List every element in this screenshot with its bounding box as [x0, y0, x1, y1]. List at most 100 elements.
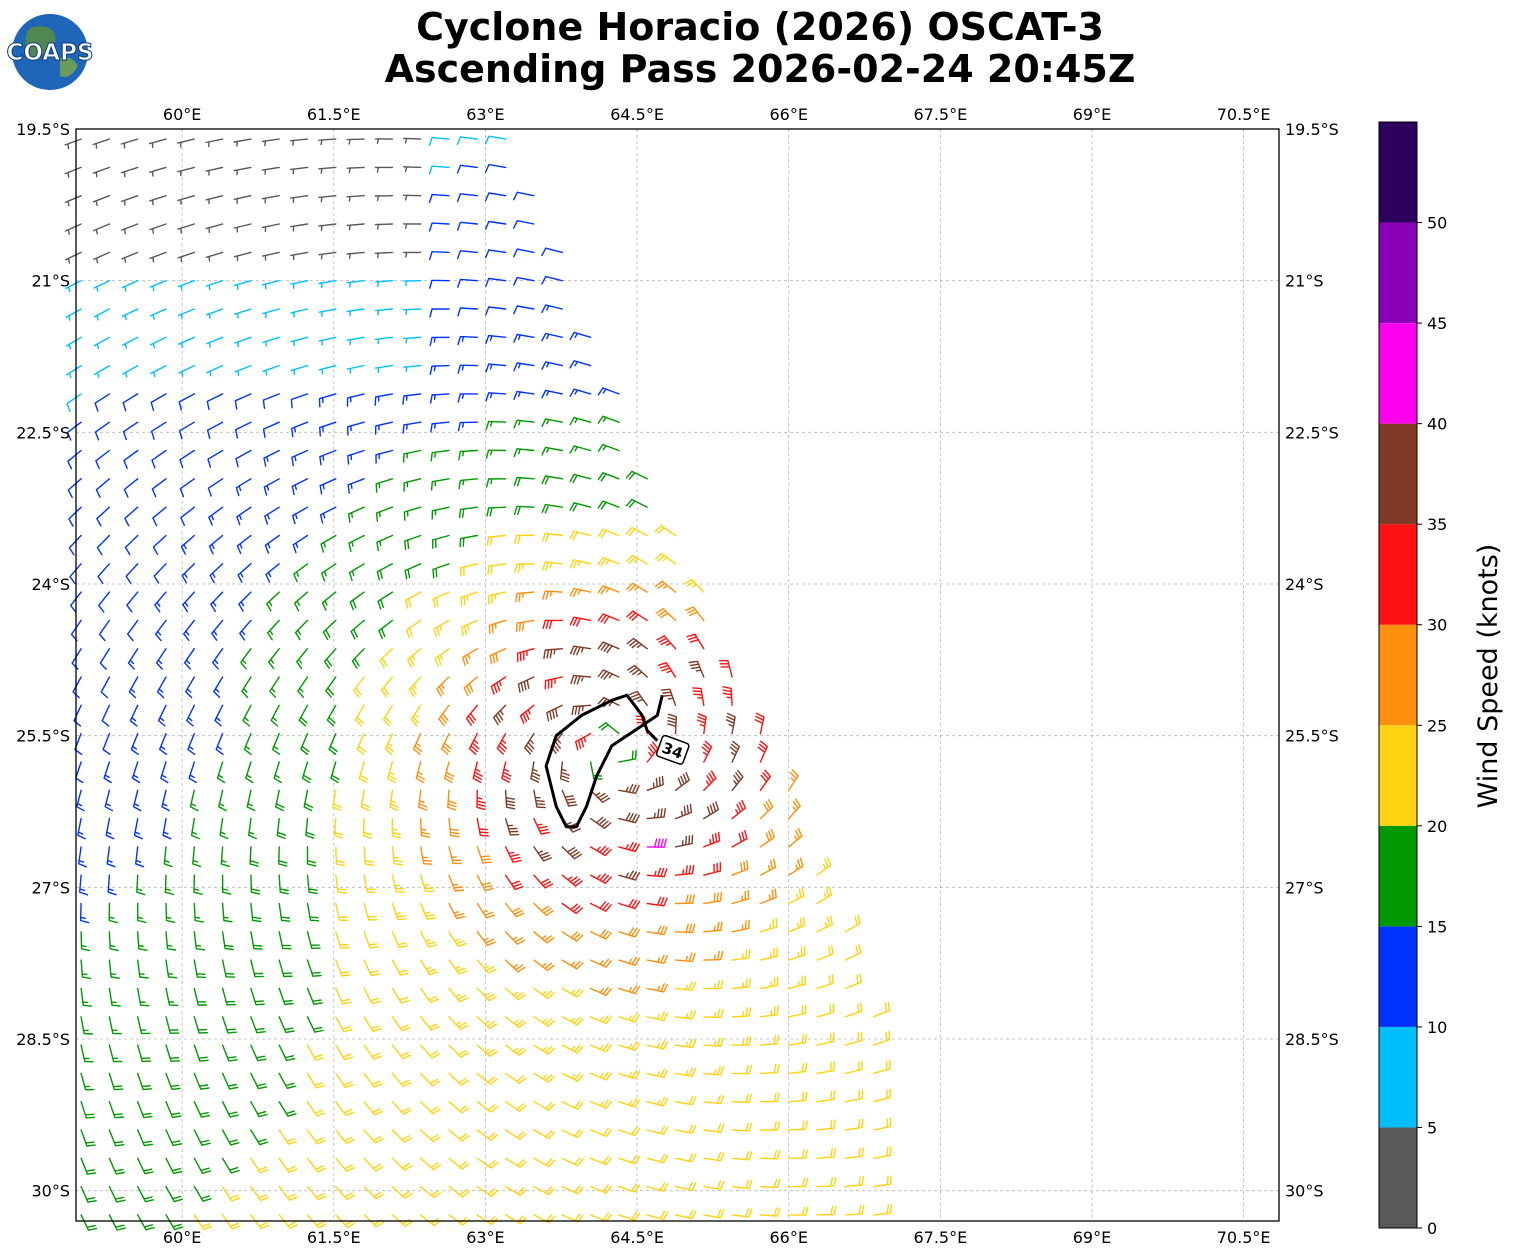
wind-barb	[541, 361, 563, 370]
wind-barb	[618, 1098, 641, 1108]
wind-barb	[165, 1101, 182, 1119]
wind-barb	[318, 336, 337, 346]
lat-tick-label-right: 28.5°S	[1285, 1030, 1339, 1049]
wind-barb	[64, 138, 82, 150]
wind-barb	[465, 704, 478, 726]
wind-barb	[618, 1126, 641, 1137]
lon-tick-label-top: 67.5°E	[913, 105, 967, 124]
wind-barb	[759, 1005, 779, 1018]
wind-barb	[484, 163, 507, 173]
wind-barb	[293, 563, 309, 583]
wind-barb	[674, 1181, 697, 1191]
wind-barb	[431, 534, 450, 549]
wind-barb	[618, 812, 640, 824]
lon-tick-label-bottom: 63°E	[466, 1228, 504, 1247]
wind-barb	[155, 648, 167, 670]
wind-barb	[674, 923, 696, 934]
wind-barb	[589, 873, 612, 884]
wind-barb	[456, 221, 478, 231]
wind-barb	[674, 864, 695, 876]
wind-barb	[92, 166, 111, 178]
wind-barb	[335, 1101, 355, 1117]
wind-barb	[703, 1180, 725, 1190]
wind-barb	[703, 979, 724, 990]
wind-barb	[589, 1043, 612, 1053]
wind-barb	[363, 846, 375, 866]
wind-barb	[448, 1044, 469, 1058]
wind-barb	[674, 1095, 697, 1106]
wind-barb	[415, 761, 425, 784]
wind-barb	[759, 1121, 781, 1131]
wind-barb	[561, 1185, 584, 1195]
wind-barb	[541, 561, 563, 571]
wind-barb	[193, 959, 207, 979]
lon-tick-label-top: 63°E	[466, 105, 504, 124]
wind-barb	[349, 591, 365, 611]
wind-barb	[165, 1185, 183, 1203]
wind-barb	[346, 364, 365, 374]
wind-barb	[754, 712, 765, 735]
wind-barb	[589, 1212, 612, 1222]
wind-barb	[618, 841, 640, 853]
wind-barb	[80, 1044, 94, 1063]
colorbar-tick-label: 40	[1427, 415, 1447, 434]
wind-barb	[404, 534, 422, 551]
wind-barb	[430, 478, 450, 491]
wind-barb	[318, 393, 337, 408]
wind-barb	[149, 251, 167, 263]
wind-barb	[403, 166, 422, 173]
wind-barb	[363, 874, 376, 894]
wind-barb	[165, 902, 176, 923]
logo-text: COAPS	[6, 40, 93, 66]
wind-barb	[463, 676, 478, 696]
wind-barb	[872, 1059, 891, 1075]
wind-barb	[262, 280, 280, 290]
wind-barb	[533, 1101, 556, 1111]
wind-barb	[346, 223, 365, 231]
wind-barb	[80, 1129, 96, 1147]
wind-barb	[618, 1070, 641, 1080]
wind-barb	[137, 959, 149, 979]
wind-barb	[121, 308, 139, 321]
wind-barb	[533, 931, 555, 944]
wind-barb	[193, 902, 204, 923]
wind-barb	[205, 251, 224, 262]
wind-barb	[541, 247, 563, 257]
wind-barb	[429, 308, 450, 318]
wind-barb	[278, 931, 292, 950]
wind-barb	[290, 336, 309, 347]
wind-barb	[95, 449, 111, 470]
wind-barb	[816, 974, 834, 990]
wind-barb	[703, 921, 723, 933]
wind-barb	[208, 506, 224, 526]
plot-frame	[75, 128, 1280, 1222]
wind-barb	[420, 1129, 441, 1143]
wind-barb	[476, 1129, 499, 1141]
wind-barb	[589, 1099, 612, 1109]
wind-barb	[391, 1129, 413, 1143]
wind-barb	[186, 704, 195, 727]
wind-barb	[178, 336, 195, 349]
wind-barb	[589, 901, 612, 912]
wind-barb	[278, 1129, 297, 1145]
wind-barb	[542, 590, 563, 600]
wind-barb	[515, 591, 535, 603]
wind-barb	[457, 335, 478, 346]
wind-barb	[211, 619, 224, 641]
wind-barb	[513, 220, 535, 229]
wind-barb	[157, 704, 167, 727]
wind-barb	[597, 415, 620, 424]
colorbar-tick-label: 10	[1427, 1018, 1447, 1037]
wind-barb	[121, 251, 139, 263]
wind-barb	[278, 1016, 295, 1034]
wind-barb	[320, 534, 337, 553]
wind-barb	[661, 688, 677, 706]
wind-barb	[646, 1182, 669, 1192]
wind-barb	[346, 336, 365, 345]
wind-barb	[448, 1101, 470, 1114]
wind-barb	[456, 193, 478, 203]
wind-barb	[816, 1003, 835, 1018]
wind-barb	[731, 919, 750, 933]
wind-barb	[234, 393, 252, 410]
wind-barb	[389, 789, 399, 811]
